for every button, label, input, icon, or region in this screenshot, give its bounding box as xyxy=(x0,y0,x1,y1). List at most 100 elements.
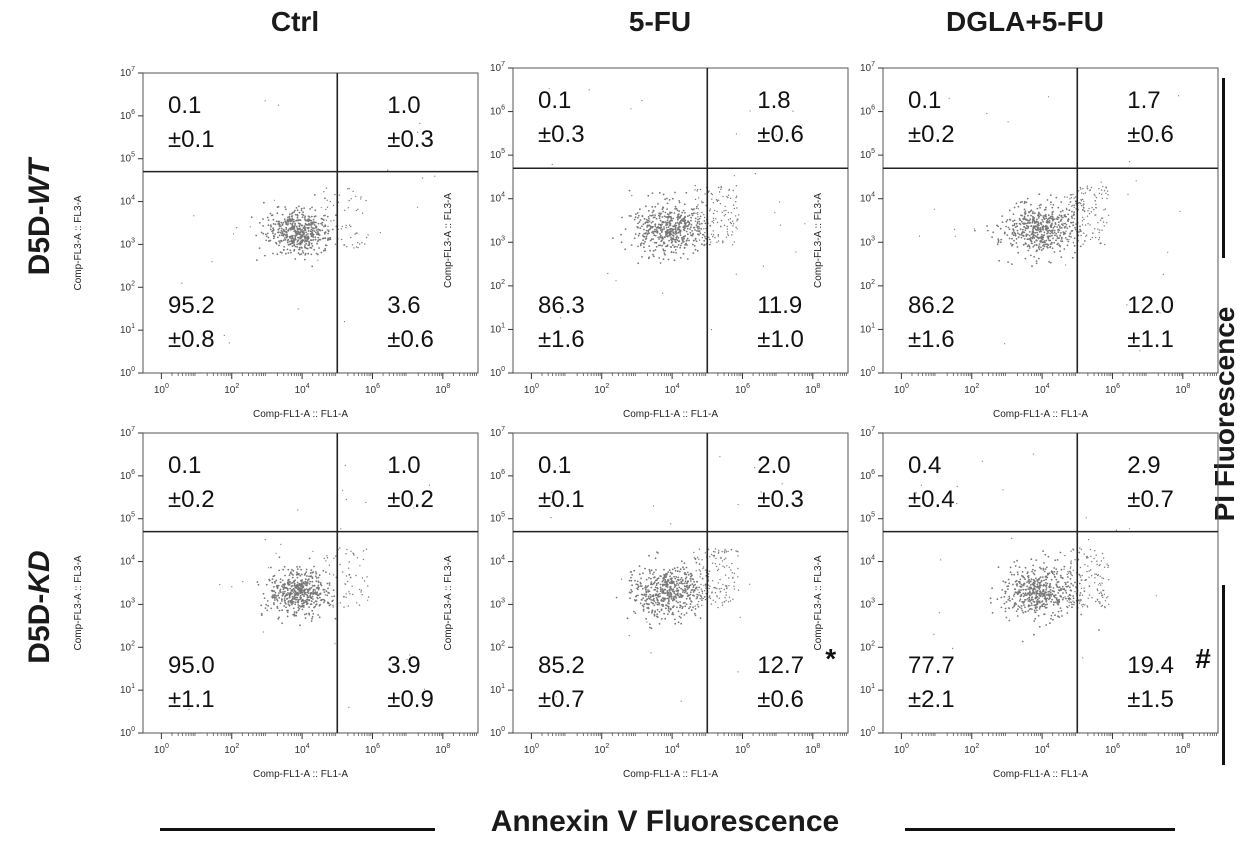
event-point xyxy=(1101,577,1103,579)
event-point xyxy=(1091,236,1094,239)
event-point xyxy=(305,568,308,571)
event-point xyxy=(1059,210,1062,213)
event-point xyxy=(723,552,726,554)
event-point xyxy=(1089,224,1091,226)
event-point xyxy=(703,584,705,586)
event-point xyxy=(319,596,321,599)
event-point xyxy=(1084,564,1086,566)
event-point xyxy=(687,594,690,596)
event-point xyxy=(327,225,329,228)
event-point xyxy=(664,211,667,214)
event-point xyxy=(658,215,661,218)
event-point xyxy=(1079,594,1081,597)
event-point xyxy=(1016,571,1019,574)
y-tick-exponent: 4 xyxy=(501,192,505,199)
event-point xyxy=(1057,206,1060,209)
event-point xyxy=(1061,598,1064,601)
event-point xyxy=(940,559,942,561)
event-point xyxy=(1100,217,1103,219)
event-point xyxy=(276,253,279,256)
event-point xyxy=(1034,585,1037,588)
event-point xyxy=(639,585,642,587)
event-point xyxy=(729,600,732,602)
event-point xyxy=(266,609,269,612)
event-point xyxy=(293,584,296,586)
event-point xyxy=(663,581,666,584)
event-point xyxy=(283,230,286,233)
event-point xyxy=(285,252,287,255)
event-point xyxy=(666,202,669,205)
event-point xyxy=(348,574,350,576)
event-point xyxy=(324,224,327,227)
event-point xyxy=(1104,600,1107,602)
event-point xyxy=(1068,203,1070,206)
event-point xyxy=(1159,312,1161,314)
y-tick-label: 104 xyxy=(490,555,505,568)
event-point xyxy=(1069,572,1072,574)
event-point xyxy=(294,238,297,241)
event-point xyxy=(281,622,283,625)
event-point xyxy=(698,586,701,589)
event-point xyxy=(655,217,658,220)
event-point xyxy=(1167,251,1169,253)
event-point xyxy=(313,248,316,251)
y-tick-label: 105 xyxy=(490,512,505,525)
event-point xyxy=(1095,236,1097,239)
event-point xyxy=(681,211,684,214)
event-point xyxy=(317,259,319,261)
event-point xyxy=(242,581,244,583)
event-point xyxy=(1053,573,1055,576)
event-point xyxy=(303,246,306,248)
event-point xyxy=(291,602,294,605)
event-point xyxy=(1099,601,1101,603)
event-point xyxy=(357,208,359,210)
event-point xyxy=(324,197,326,200)
event-point xyxy=(1018,566,1021,568)
event-point xyxy=(1079,230,1082,232)
event-point xyxy=(1056,237,1059,240)
event-point xyxy=(677,621,680,624)
event-point xyxy=(708,190,710,192)
event-point xyxy=(669,571,672,574)
event-point xyxy=(1096,589,1099,592)
event-point xyxy=(1026,592,1029,595)
event-point xyxy=(631,584,633,587)
event-point xyxy=(652,230,654,233)
event-point xyxy=(272,229,275,232)
event-point xyxy=(712,217,715,219)
event-point xyxy=(695,586,698,589)
event-point xyxy=(1077,558,1080,561)
event-point xyxy=(1059,595,1062,597)
event-point xyxy=(1066,573,1068,576)
y-tick-exponent: 3 xyxy=(871,235,875,242)
event-point xyxy=(360,591,362,593)
event-point xyxy=(314,236,317,239)
x-tick-label: 102 xyxy=(224,383,239,396)
event-point xyxy=(620,233,622,236)
event-point xyxy=(1089,548,1092,551)
event-point xyxy=(999,227,1002,230)
event-point xyxy=(1023,604,1025,606)
event-point xyxy=(655,569,657,571)
event-point xyxy=(296,219,298,222)
event-point xyxy=(634,233,637,236)
event-point xyxy=(283,249,285,251)
event-point xyxy=(297,243,300,245)
event-point xyxy=(658,217,661,220)
event-point xyxy=(1055,597,1058,600)
event-point xyxy=(705,227,707,230)
event-point xyxy=(666,591,669,594)
event-point xyxy=(290,251,292,254)
event-point xyxy=(1073,214,1076,216)
event-point xyxy=(328,573,331,575)
event-point xyxy=(1035,595,1038,598)
event-point xyxy=(1032,584,1035,586)
event-point xyxy=(1031,608,1033,610)
event-point xyxy=(973,228,976,230)
y-tick-label: 102 xyxy=(120,640,135,653)
event-point xyxy=(337,201,340,203)
event-point xyxy=(997,239,1000,242)
event-point xyxy=(281,223,284,226)
event-point xyxy=(710,233,713,235)
event-point xyxy=(193,215,195,217)
